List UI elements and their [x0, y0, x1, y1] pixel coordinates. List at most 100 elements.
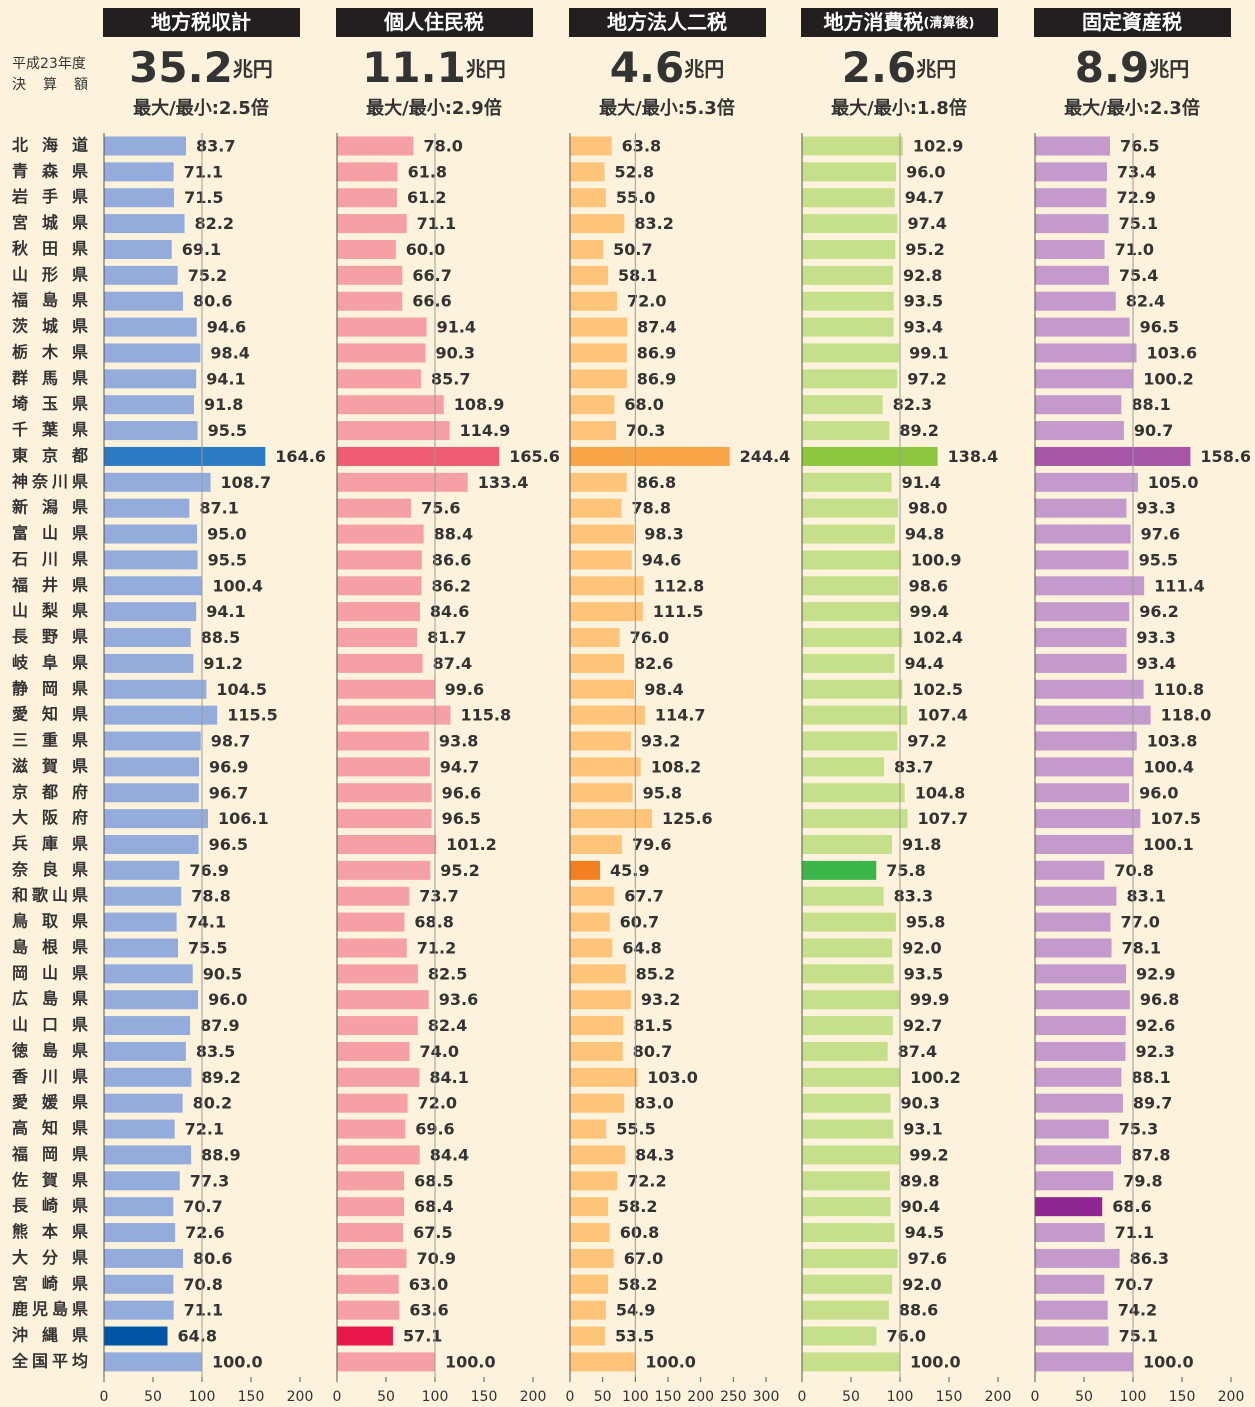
x-tick-label: 100 — [1120, 1389, 1147, 1405]
value-label: 115.8 — [460, 706, 511, 725]
bar — [104, 343, 201, 363]
bar — [570, 679, 635, 699]
bar — [104, 628, 191, 648]
value-label: 77.3 — [190, 1171, 229, 1190]
value-label: 66.7 — [412, 266, 451, 285]
value-label: 84.6 — [430, 602, 469, 621]
value-label: 99.9 — [910, 990, 949, 1009]
bar — [1035, 602, 1130, 622]
value-label: 71.1 — [1115, 1223, 1154, 1242]
value-label: 70.3 — [626, 421, 665, 440]
value-label: 83.7 — [196, 137, 235, 156]
value-label: 73.7 — [419, 887, 458, 906]
value-label: 158.6 — [1200, 447, 1251, 466]
category-label: 宮城県 — [12, 213, 88, 232]
bar — [337, 1119, 406, 1139]
total-value: 2.6 — [842, 43, 916, 92]
bar — [337, 964, 418, 984]
value-label: 80.6 — [193, 292, 232, 311]
bar — [570, 1016, 624, 1036]
bar — [1035, 886, 1117, 906]
bar — [104, 783, 199, 803]
bar — [104, 1352, 202, 1372]
value-label: 100.4 — [1143, 757, 1194, 776]
x-tick-label: 50 — [594, 1389, 612, 1405]
bar — [1035, 576, 1145, 596]
value-label: 71.5 — [184, 188, 223, 207]
bar — [104, 602, 197, 622]
bar — [1035, 783, 1130, 803]
value-label: 68.8 — [414, 913, 453, 932]
value-label: 50.7 — [613, 240, 652, 259]
x-tick-label: 150 — [471, 1389, 498, 1405]
bar — [570, 628, 620, 648]
value-label: 75.4 — [1119, 266, 1158, 285]
value-label: 98.4 — [210, 343, 249, 362]
value-label: 75.5 — [188, 938, 227, 957]
bar — [570, 1326, 605, 1346]
value-label: 68.6 — [1112, 1197, 1151, 1216]
value-label: 100.2 — [910, 1068, 961, 1087]
bar — [337, 188, 397, 208]
bar — [1035, 1093, 1123, 1113]
bar — [104, 421, 198, 441]
bar — [104, 524, 198, 544]
bar — [570, 291, 618, 311]
bar — [337, 1300, 400, 1320]
value-label: 63.0 — [409, 1275, 448, 1294]
bar — [570, 1274, 609, 1294]
ratio: 最大/最小:1.8倍 — [831, 97, 967, 119]
bar — [104, 731, 201, 751]
title-box — [1034, 8, 1231, 37]
value-label: 96.7 — [209, 783, 248, 802]
value-label: 75.6 — [421, 499, 460, 518]
value-label: 72.0 — [627, 292, 666, 311]
bar — [104, 550, 198, 570]
bar — [104, 860, 180, 880]
value-label: 71.0 — [1115, 240, 1154, 259]
value-label: 74.2 — [1118, 1301, 1157, 1320]
category-label: 広島県 — [12, 989, 88, 1008]
title-text: 地方法人二税 — [607, 10, 727, 34]
x-tick-label: 150 — [1169, 1389, 1196, 1405]
category-label: 和歌山県 — [12, 886, 88, 905]
value-label: 91.4 — [902, 473, 941, 492]
bar — [802, 628, 903, 648]
bar — [337, 291, 403, 311]
bar — [337, 1326, 393, 1346]
bar — [570, 938, 613, 958]
value-label: 91.2 — [203, 654, 242, 673]
bar — [802, 1197, 891, 1217]
bar — [337, 679, 435, 699]
bar — [337, 990, 429, 1010]
bar — [104, 1119, 175, 1139]
panel-title: 固定資産税 — [1082, 10, 1182, 34]
bar — [802, 162, 897, 182]
bar — [1035, 912, 1111, 932]
category-label: 埼玉県 — [12, 394, 88, 413]
value-label: 75.3 — [1119, 1120, 1158, 1139]
value-label: 76.0 — [886, 1327, 925, 1346]
value-label: 106.1 — [218, 809, 269, 828]
value-label: 79.6 — [632, 835, 671, 854]
bar — [570, 550, 632, 570]
value-label: 98.0 — [908, 499, 947, 518]
bar — [1035, 705, 1151, 725]
bar — [802, 576, 899, 596]
category-label: 富山県 — [12, 524, 88, 543]
bar — [104, 1274, 174, 1294]
value-label: 83.2 — [634, 214, 673, 233]
value-label: 74.1 — [187, 913, 226, 932]
value-label: 87.4 — [433, 654, 472, 673]
bar — [802, 1300, 889, 1320]
value-label: 95.2 — [440, 861, 479, 880]
bar — [337, 653, 423, 673]
bar — [337, 239, 396, 259]
value-label: 67.7 — [624, 887, 663, 906]
value-label: 92.8 — [903, 266, 942, 285]
bar — [570, 1093, 625, 1113]
bar — [1035, 395, 1122, 415]
bar — [802, 369, 898, 389]
value-label: 95.8 — [643, 783, 682, 802]
bar — [802, 550, 901, 570]
